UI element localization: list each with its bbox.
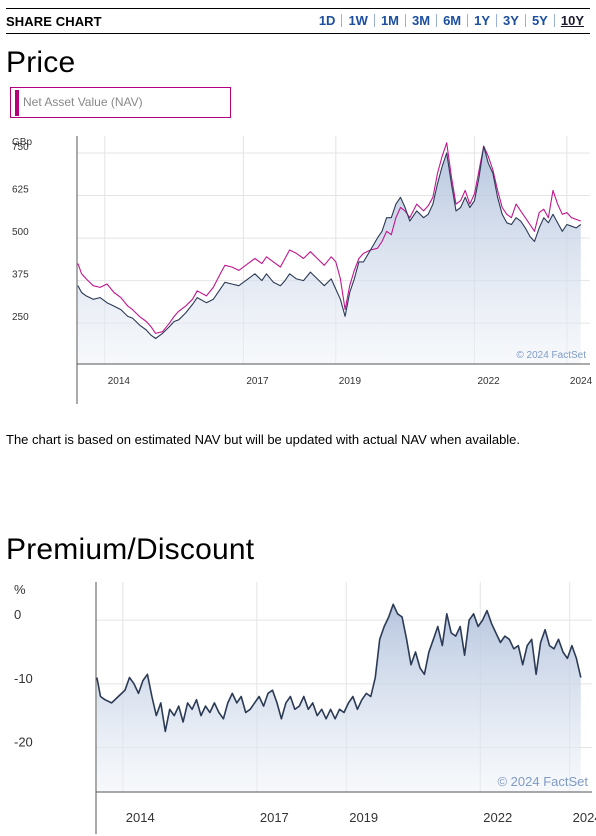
tab-divider xyxy=(436,14,438,27)
x-tick-label: 2017 xyxy=(260,810,289,825)
y-tick-label: 250 xyxy=(12,312,29,323)
series-line xyxy=(96,603,582,733)
x-tick-label: 2019 xyxy=(349,810,378,825)
x-tick-label: 2014 xyxy=(108,376,131,387)
y-tick-label: 625 xyxy=(12,185,29,196)
area-fill xyxy=(77,146,581,364)
range-tab-1w[interactable]: 1W xyxy=(348,13,368,28)
nav-legend-label: Net Asset Value (NAV) xyxy=(23,95,143,109)
nav-estimate-note: The chart is based on estimated NAV but … xyxy=(6,432,521,447)
tab-divider xyxy=(341,14,343,27)
range-tab-3y[interactable]: 3Y xyxy=(503,13,519,28)
y-tick-label: 500 xyxy=(12,227,29,238)
range-tab-5y[interactable]: 5Y xyxy=(531,13,548,28)
range-tab-10y[interactable]: 10Y xyxy=(560,13,584,28)
series-line xyxy=(77,145,582,340)
range-tab-1d[interactable]: 1D xyxy=(318,13,336,28)
y-tick-label: 750 xyxy=(12,142,29,153)
tab-divider xyxy=(553,14,555,27)
area-fill xyxy=(96,604,581,792)
range-tab-6m[interactable]: 6M xyxy=(443,13,462,28)
x-tick-label: 2024 xyxy=(570,376,593,387)
share-chart-header: SHARE CHART 1D 1W 1M 3M 6M 1Y 3Y 5Y 10Y xyxy=(6,8,590,34)
x-tick-label: 2017 xyxy=(246,376,269,387)
tab-divider xyxy=(373,14,375,27)
y-axis-unit: GBp xyxy=(12,137,32,148)
x-tick-label: 2014 xyxy=(126,810,155,825)
x-tick-label: 2022 xyxy=(477,376,500,387)
range-tabs: 1D 1W 1M 3M 6M 1Y 3Y 5Y 10Y xyxy=(313,13,590,28)
factset-attribution: © 2024 FactSet xyxy=(516,350,586,361)
price-section-title: Price xyxy=(6,46,76,79)
y-tick-label: 0 xyxy=(14,607,21,622)
range-tab-1y[interactable]: 1Y xyxy=(474,13,491,28)
tab-divider xyxy=(467,14,469,27)
tab-divider xyxy=(524,14,526,27)
range-tab-3m[interactable]: 3M xyxy=(412,13,431,28)
tab-divider xyxy=(405,14,407,27)
premium-discount-chart: 0 -10 -20 2014 2017 2019 2022 2024% © 2024 FactS… xyxy=(14,582,596,834)
share-chart-title: SHARE CHART xyxy=(6,14,102,29)
premium-section-title: Premium/Discount xyxy=(6,533,255,566)
x-tick-label: 2024 xyxy=(573,810,596,825)
tab-divider xyxy=(496,14,498,27)
nav-legend-swatch xyxy=(15,90,19,116)
y-tick-label: -20 xyxy=(14,734,33,749)
x-tick-label: 2022 xyxy=(483,810,512,825)
x-tick-label: 2019 xyxy=(339,376,362,387)
y-tick-label: 375 xyxy=(12,270,29,281)
series-line xyxy=(77,142,581,334)
range-tab-1m[interactable]: 1M xyxy=(380,13,400,28)
nav-legend-toggle[interactable]: Net Asset Value (NAV) xyxy=(10,87,231,118)
y-axis-unit: % xyxy=(14,582,26,597)
factset-attribution: © 2024 FactSet xyxy=(497,774,588,789)
y-tick-label: -10 xyxy=(14,671,33,686)
price-chart: 250 375 500 625 750 2014 2017 2019 2022 2024 GBp © … xyxy=(12,136,593,404)
